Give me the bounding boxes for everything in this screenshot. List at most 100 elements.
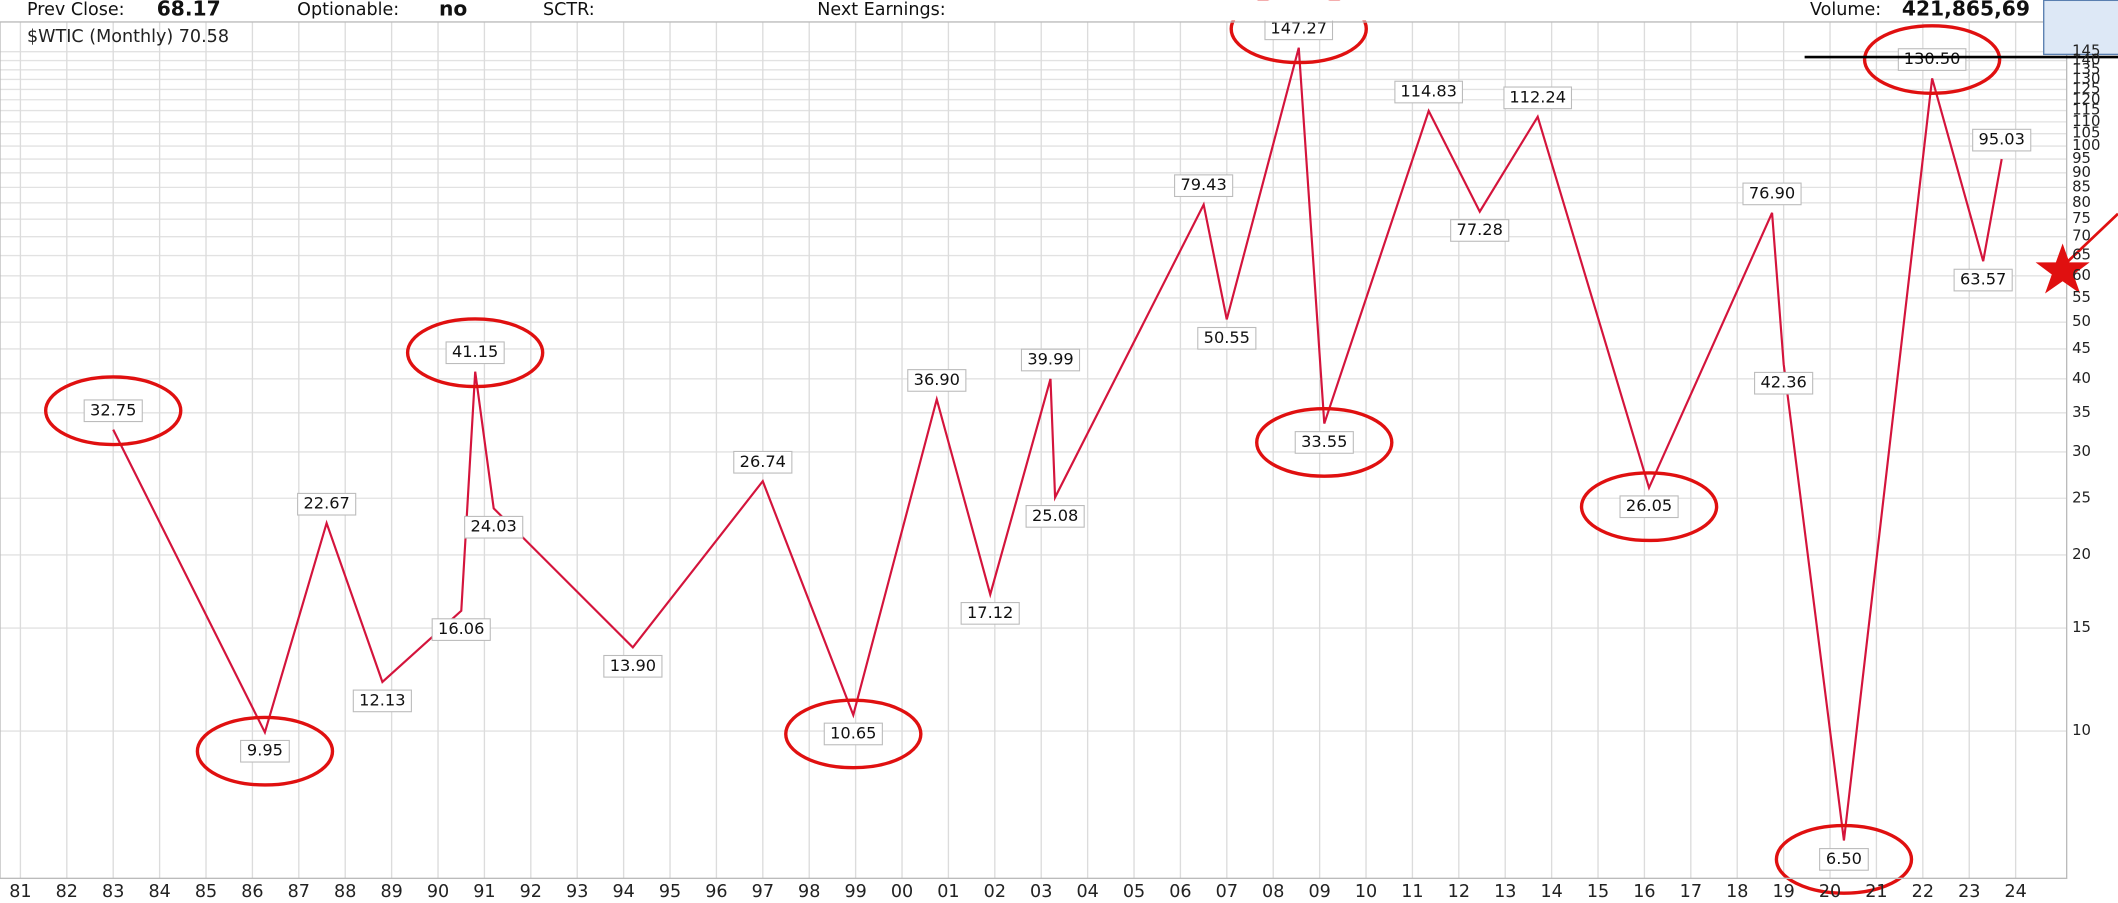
value-label-box [1972, 128, 2032, 152]
value-label-box [431, 618, 491, 641]
header-bar [0, 0, 2118, 21]
x-tick-label: 14 [1540, 882, 1562, 902]
value-label: 13.90 [610, 656, 656, 675]
value-label-box [1020, 348, 1081, 372]
x-tick-label: 92 [520, 882, 542, 902]
x-tick-label: 94 [612, 882, 634, 902]
value-label-box [297, 492, 357, 516]
value-label-box [733, 450, 793, 474]
y-tick-label: 85 [2072, 177, 2091, 195]
y-tick-label: 25 [2072, 488, 2091, 506]
value-label: 9.95 [247, 741, 283, 760]
y-tick-label: 90 [2072, 163, 2091, 181]
value-label-box [240, 739, 290, 763]
y-tick-label: 15 [2072, 618, 2091, 636]
value-label: 12.13 [359, 690, 405, 709]
prev-close: 68.17 [157, 0, 221, 20]
value-label: 79.43 [1180, 175, 1226, 194]
panel-corner [2043, 0, 2118, 56]
x-tick-label: 91 [473, 882, 495, 902]
value-label: 26.74 [740, 452, 786, 471]
value-label: 36.90 [914, 370, 960, 389]
y-tick-label: 145 [2072, 42, 2100, 60]
y-tick-label: 40 [2072, 369, 2091, 387]
value-label: 112.24 [1509, 87, 1566, 106]
volume-label: Volume: [1810, 0, 1881, 20]
value-label-box [603, 654, 663, 678]
y-tick-label: 50 [2072, 312, 2091, 330]
value-label-box [464, 515, 524, 539]
optionable-label: Optionable: [297, 0, 399, 20]
value-label: 77.28 [1457, 220, 1503, 239]
x-tick-label: 03 [1030, 882, 1052, 902]
x-tick-label: 16 [1633, 882, 1655, 902]
x-tick-label: 21 [1865, 882, 1887, 902]
x-tick-label: 83 [102, 882, 124, 902]
highlight-circle [1774, 823, 1914, 895]
y-tick-label: 100 [2072, 136, 2100, 154]
value-label: 41.15 [452, 342, 498, 361]
x-tick-label: 84 [148, 882, 170, 902]
x-tick-label: 24 [2004, 882, 2026, 902]
x-tick-label: 97 [752, 882, 774, 902]
x-tick-label: 05 [1123, 882, 1145, 902]
y-tick-label: 135 [2072, 60, 2100, 78]
value-label-box [1819, 848, 1869, 871]
x-tick-label: 23 [1958, 882, 1980, 902]
x-tick-label: 07 [1216, 882, 1238, 902]
value-label-box [823, 722, 883, 746]
value-label: 22.67 [303, 494, 349, 513]
value-label-box [1503, 86, 1573, 110]
y-tick-label: 60 [2072, 266, 2091, 284]
value-label-box [1025, 505, 1085, 528]
y-tick-label: 30 [2072, 442, 2091, 460]
y-tick-label: 120 [2072, 90, 2100, 108]
y-tick-label: 70 [2072, 227, 2091, 245]
x-tick-label: 85 [195, 882, 217, 902]
y-tick-label: 95 [2072, 149, 2091, 167]
value-label: 33.55 [1301, 432, 1347, 451]
value-label-box [1754, 371, 1814, 395]
value-label-box [1953, 268, 2013, 292]
x-tick-label: 08 [1262, 882, 1284, 902]
y-tick-label: 45 [2072, 339, 2091, 357]
value-label-box [1197, 326, 1257, 350]
highlight-circle [1862, 24, 2002, 95]
value-label-box [1294, 431, 1354, 454]
value-label-box [1450, 219, 1510, 242]
sctr-label: SCTR: [543, 0, 595, 20]
highlight-circle [1255, 406, 1394, 478]
highlight-circle [1579, 471, 1719, 543]
x-tick-label: 19 [1772, 882, 1794, 902]
value-label-box [445, 341, 505, 365]
value-label: 95.03 [1979, 130, 2025, 149]
trend-arrow [2063, 212, 2118, 267]
x-tick-label: 93 [566, 882, 588, 902]
highlight-circle [405, 317, 545, 389]
grid [0, 21, 2067, 879]
y-tick-label: 65 [2072, 246, 2091, 264]
y-tick-label: 140 [2072, 51, 2100, 69]
x-tick-label: 96 [705, 882, 727, 902]
value-label-box [1394, 80, 1463, 104]
value-label: 32.75 [90, 400, 136, 419]
value-label: 25.08 [1032, 506, 1078, 525]
x-tick-label: 82 [56, 882, 78, 902]
x-tick-label: 10 [1355, 882, 1377, 902]
y-tick-label: 20 [2072, 545, 2091, 563]
value-label: 114.83 [1400, 82, 1457, 101]
y-tick-label: 10 [2072, 721, 2091, 739]
value-label: 26.05 [1626, 496, 1672, 515]
value-label: 130.50 [1904, 49, 1961, 68]
y-tick-label: 55 [2072, 288, 2091, 306]
value-label-box [1897, 48, 1967, 71]
x-tick-label: 90 [427, 882, 449, 902]
value-label: 17.12 [967, 603, 1013, 622]
y-tick-label: 80 [2072, 193, 2091, 211]
x-tick-label: 87 [288, 882, 310, 902]
y-tick-label: 75 [2072, 209, 2091, 227]
x-tick-label: 02 [984, 882, 1006, 902]
highlight-circle [43, 375, 183, 447]
